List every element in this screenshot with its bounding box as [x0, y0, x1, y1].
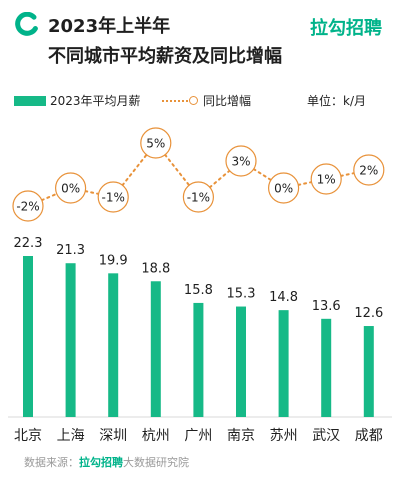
category-label: 广州 [184, 428, 212, 444]
growth-marker [310, 163, 342, 195]
growth-line-segment [339, 172, 356, 177]
unit-label: 单位：k/月 [307, 94, 366, 108]
growth-value-label: -1% [102, 191, 125, 205]
growth-marker [140, 127, 172, 159]
bar-value-label: 15.8 [184, 283, 213, 298]
bar-value-label: 22.3 [14, 236, 43, 251]
growth-value-label: 0% [61, 182, 80, 196]
growth-value-label: 5% [146, 137, 165, 151]
page-title: 2023年上半年 [48, 16, 171, 37]
growth-line-segment [40, 192, 58, 202]
legend-item-growth: 同比增幅 [162, 92, 251, 109]
bar-value-label: 14.8 [269, 290, 298, 305]
growth-value-label: 1% [317, 173, 336, 187]
growth-marker [353, 154, 385, 186]
source-prefix: 数据来源： [24, 456, 79, 469]
bar-value-label: 15.3 [227, 287, 256, 302]
bar-南京 [236, 306, 246, 417]
growth-line-segment [297, 181, 313, 186]
category-label: 成都 [355, 428, 383, 444]
bar-value-label: 18.8 [141, 261, 170, 276]
growth-line-segment [164, 153, 191, 187]
page-subtitle: 不同城市平均薪资及同比增幅 [48, 46, 282, 67]
growth-line-segment [121, 153, 148, 187]
bar-value-label: 13.6 [312, 299, 341, 314]
legend-line-swatch [162, 96, 199, 105]
bar-上海 [65, 263, 76, 417]
bar-成都 [363, 326, 374, 417]
growth-marker [54, 172, 87, 204]
growth-marker [97, 181, 129, 213]
logo-icon [15, 12, 38, 36]
legend-item-salary: 2023年平均月薪 [14, 92, 141, 109]
legend-label-salary: 2023年平均月薪 [50, 94, 141, 108]
data-source: 数据来源：拉勾招聘大数据研究院 [24, 454, 189, 470]
brand-logo: 拉勾招聘 [310, 18, 382, 39]
growth-value-label: 0% [274, 182, 293, 196]
legend-label-growth: 同比增幅 [203, 94, 252, 108]
category-label: 深圳 [99, 428, 127, 444]
source-suffix: 大数据研究院 [123, 456, 189, 469]
category-label: 武汉 [312, 428, 340, 444]
category-label: 上海 [57, 428, 85, 444]
growth-value-label: 2% [359, 164, 378, 178]
growth-line-segment [84, 190, 100, 195]
category-label: 北京 [14, 428, 42, 444]
bar-武汉 [321, 318, 332, 417]
growth-marker [268, 172, 300, 204]
source-brand: 拉勾招聘 [79, 456, 123, 469]
growth-value-label: -1% [187, 191, 210, 205]
bar-value-label: 21.3 [56, 243, 85, 258]
bar-杭州 [150, 281, 161, 417]
bar-北京 [23, 256, 33, 417]
growth-line-segment [208, 169, 231, 189]
category-label: 南京 [227, 428, 255, 444]
category-label: 杭州 [142, 428, 170, 444]
legend-bar-swatch [14, 95, 46, 106]
bar-value-label: 12.6 [354, 306, 383, 321]
category-label: 苏州 [270, 428, 298, 444]
growth-line-segment [252, 168, 272, 181]
bar-广州 [193, 302, 204, 417]
growth-marker [182, 181, 214, 213]
growth-marker [225, 145, 257, 177]
growth-value-label: -2% [16, 200, 39, 214]
bar-苏州 [278, 310, 289, 417]
bar-value-label: 19.9 [99, 253, 128, 268]
bar-深圳 [108, 273, 119, 417]
growth-value-label: 3% [231, 155, 250, 169]
growth-marker [12, 190, 44, 222]
